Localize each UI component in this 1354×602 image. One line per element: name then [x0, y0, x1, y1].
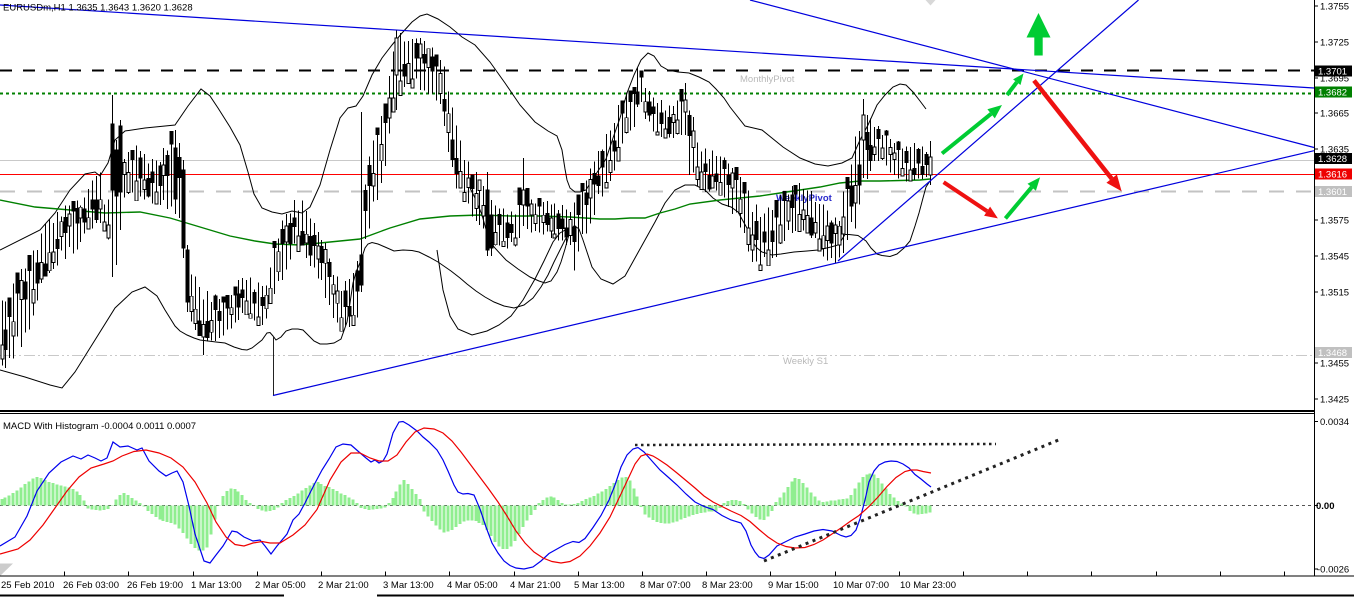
- svg-text:1.3755: 1.3755: [1320, 2, 1349, 13]
- svg-text:MACD With Histogram -0.0004 0.: MACD With Histogram -0.0004 0.0011 0.000…: [3, 421, 196, 432]
- svg-text:1 Mar 13:00: 1 Mar 13:00: [191, 580, 242, 591]
- svg-text:3 Mar 13:00: 3 Mar 13:00: [383, 580, 434, 591]
- svg-text:8 Mar 23:00: 8 Mar 23:00: [702, 580, 753, 591]
- svg-text:WeeklyPivot: WeeklyPivot: [776, 193, 833, 204]
- svg-text:4 Mar 21:00: 4 Mar 21:00: [510, 580, 561, 591]
- svg-text:1.3545: 1.3545: [1320, 252, 1349, 263]
- svg-text:1.3616: 1.3616: [1318, 170, 1347, 181]
- svg-text:9 Mar 15:00: 9 Mar 15:00: [768, 580, 819, 591]
- svg-text:1.3725: 1.3725: [1320, 38, 1349, 49]
- svg-text:MonthlyPivot: MonthlyPivot: [740, 74, 795, 85]
- svg-text:1.3628: 1.3628: [1318, 154, 1347, 165]
- svg-text:2 Mar 05:00: 2 Mar 05:00: [255, 580, 306, 591]
- svg-text:1.3455: 1.3455: [1320, 359, 1349, 370]
- svg-text:1.3635: 1.3635: [1320, 145, 1349, 156]
- svg-text:1.3665: 1.3665: [1320, 109, 1349, 120]
- svg-text:10 Mar 07:00: 10 Mar 07:00: [833, 580, 889, 591]
- svg-text:5 Mar 13:00: 5 Mar 13:00: [574, 580, 625, 591]
- svg-text:Weekly S1: Weekly S1: [783, 356, 828, 367]
- svg-text:EURUSDm,H1 1.3635 1.3643 1.36: EURUSDm,H1 1.3635 1.3643 1.3620 1.3628: [3, 3, 193, 14]
- svg-text:1.3695: 1.3695: [1320, 74, 1349, 85]
- svg-text:10 Mar 23:00: 10 Mar 23:00: [900, 580, 956, 591]
- svg-text:26 Feb 03:00: 26 Feb 03:00: [63, 580, 119, 591]
- svg-text:-0.0026: -0.0026: [1317, 565, 1349, 576]
- svg-text:1.3425: 1.3425: [1320, 395, 1349, 406]
- svg-text:1.3701: 1.3701: [1318, 67, 1347, 78]
- svg-text:8 Mar 07:00: 8 Mar 07:00: [640, 580, 691, 591]
- svg-text:1.3468: 1.3468: [1318, 348, 1347, 359]
- svg-text:0.00: 0.00: [1316, 501, 1335, 512]
- svg-text:1.3575: 1.3575: [1320, 216, 1349, 227]
- svg-text:1.3601: 1.3601: [1318, 187, 1347, 198]
- svg-text:25 Feb 2010: 25 Feb 2010: [1, 580, 54, 591]
- svg-text:2 Mar 21:00: 2 Mar 21:00: [318, 580, 369, 591]
- svg-text:0.0034: 0.0034: [1320, 417, 1349, 428]
- svg-text:1.3515: 1.3515: [1320, 288, 1349, 299]
- svg-text:4 Mar 05:00: 4 Mar 05:00: [447, 580, 498, 591]
- svg-text:26 Feb 19:00: 26 Feb 19:00: [127, 580, 183, 591]
- svg-text:1.3682: 1.3682: [1318, 88, 1347, 99]
